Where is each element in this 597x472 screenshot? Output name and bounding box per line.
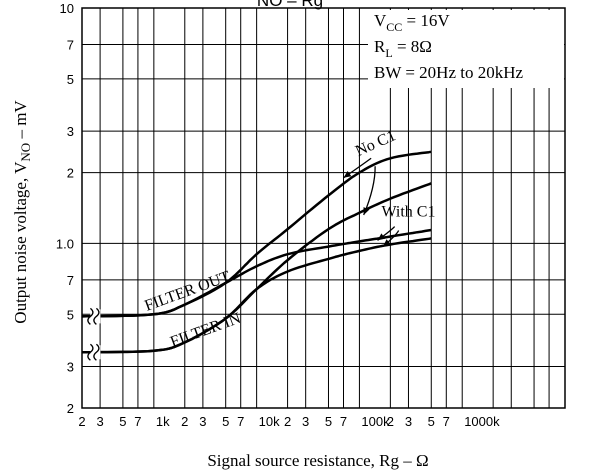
x-tick-label: 7: [134, 414, 141, 429]
y-tick-label: 3: [67, 124, 74, 139]
y-tick-label: 2: [67, 166, 74, 181]
x-tick-label: 5: [428, 414, 435, 429]
x-tick-label: 100k: [361, 414, 390, 429]
y-tick-label: 10: [60, 1, 74, 16]
condition-line: VCC = 16V: [374, 11, 450, 34]
chart-title-fragment: NO – Rg: [257, 0, 323, 10]
curve-filter-in-with-c1: [81, 237, 432, 354]
x-tick-label: 2: [181, 414, 188, 429]
annotation-arrow: [377, 226, 396, 241]
annotation-arrows: [343, 157, 400, 248]
annotation-filter-in: FILTER IN: [168, 310, 243, 351]
x-tick-label: 3: [405, 414, 412, 429]
annotation-with-c1: With C1: [381, 204, 435, 221]
axis-break-marks: [87, 307, 101, 361]
y-tick-label: 5: [67, 72, 74, 87]
x-tick-label: 5: [325, 414, 332, 429]
test-conditions: VCC = 16V RL = 8Ω BW = 20Hz to 20kHz: [368, 10, 564, 88]
axis-break: [87, 343, 101, 361]
y-axis-label: Output noise voltage, VNO – mV: [11, 100, 33, 324]
x-tick-label: 5: [119, 414, 126, 429]
curve-filter-out-with-c1: [81, 228, 432, 318]
annotation-filter-out: FILTER OUT: [142, 268, 232, 315]
y-axis-label-main: Output noise voltage, V: [11, 161, 30, 324]
x-tick-label: 1000k: [464, 414, 500, 429]
y-tick-label: 2: [67, 401, 74, 416]
axis-break: [87, 307, 101, 325]
annotation-arrow: [382, 230, 400, 248]
y-tick-labels: 2 3 5 7 1.0 2 3 5 7 10: [56, 1, 74, 416]
x-tick-label: 7: [443, 414, 450, 429]
y-tick-label: 7: [67, 273, 74, 288]
x-tick-label: 7: [340, 414, 347, 429]
x-tick-label: 3: [199, 414, 206, 429]
curves: [81, 150, 432, 354]
conditions-background: [368, 10, 564, 88]
x-tick-label: 10k: [259, 414, 280, 429]
x-tick-label: 2: [284, 414, 291, 429]
y-tick-label: 7: [67, 37, 74, 52]
condition-line: RL = 8Ω: [374, 37, 432, 60]
x-tick-label: 2: [78, 414, 85, 429]
y-tick-label: 3: [67, 360, 74, 375]
x-tick-label: 3: [96, 414, 103, 429]
plot-frame: [81, 7, 566, 409]
x-tick-label: 7: [237, 414, 244, 429]
condition-line: BW = 20Hz to 20kHz: [374, 63, 523, 82]
y-axis-label-unit: – mV: [11, 100, 30, 143]
x-tick-label: 5: [222, 414, 229, 429]
y-axis-label-sub: NO: [18, 143, 33, 162]
annotation-arrow: [343, 157, 372, 179]
x-tick-label: 2: [387, 414, 394, 429]
y-tick-label: 1.0: [56, 236, 74, 251]
x-axis-label: Signal source resistance, Rg – Ω: [207, 451, 428, 470]
y-tick-label: 5: [67, 307, 74, 322]
x-tick-label: 3: [302, 414, 309, 429]
annotation-arrow: [363, 166, 376, 216]
x-tick-label: 1k: [156, 414, 170, 429]
